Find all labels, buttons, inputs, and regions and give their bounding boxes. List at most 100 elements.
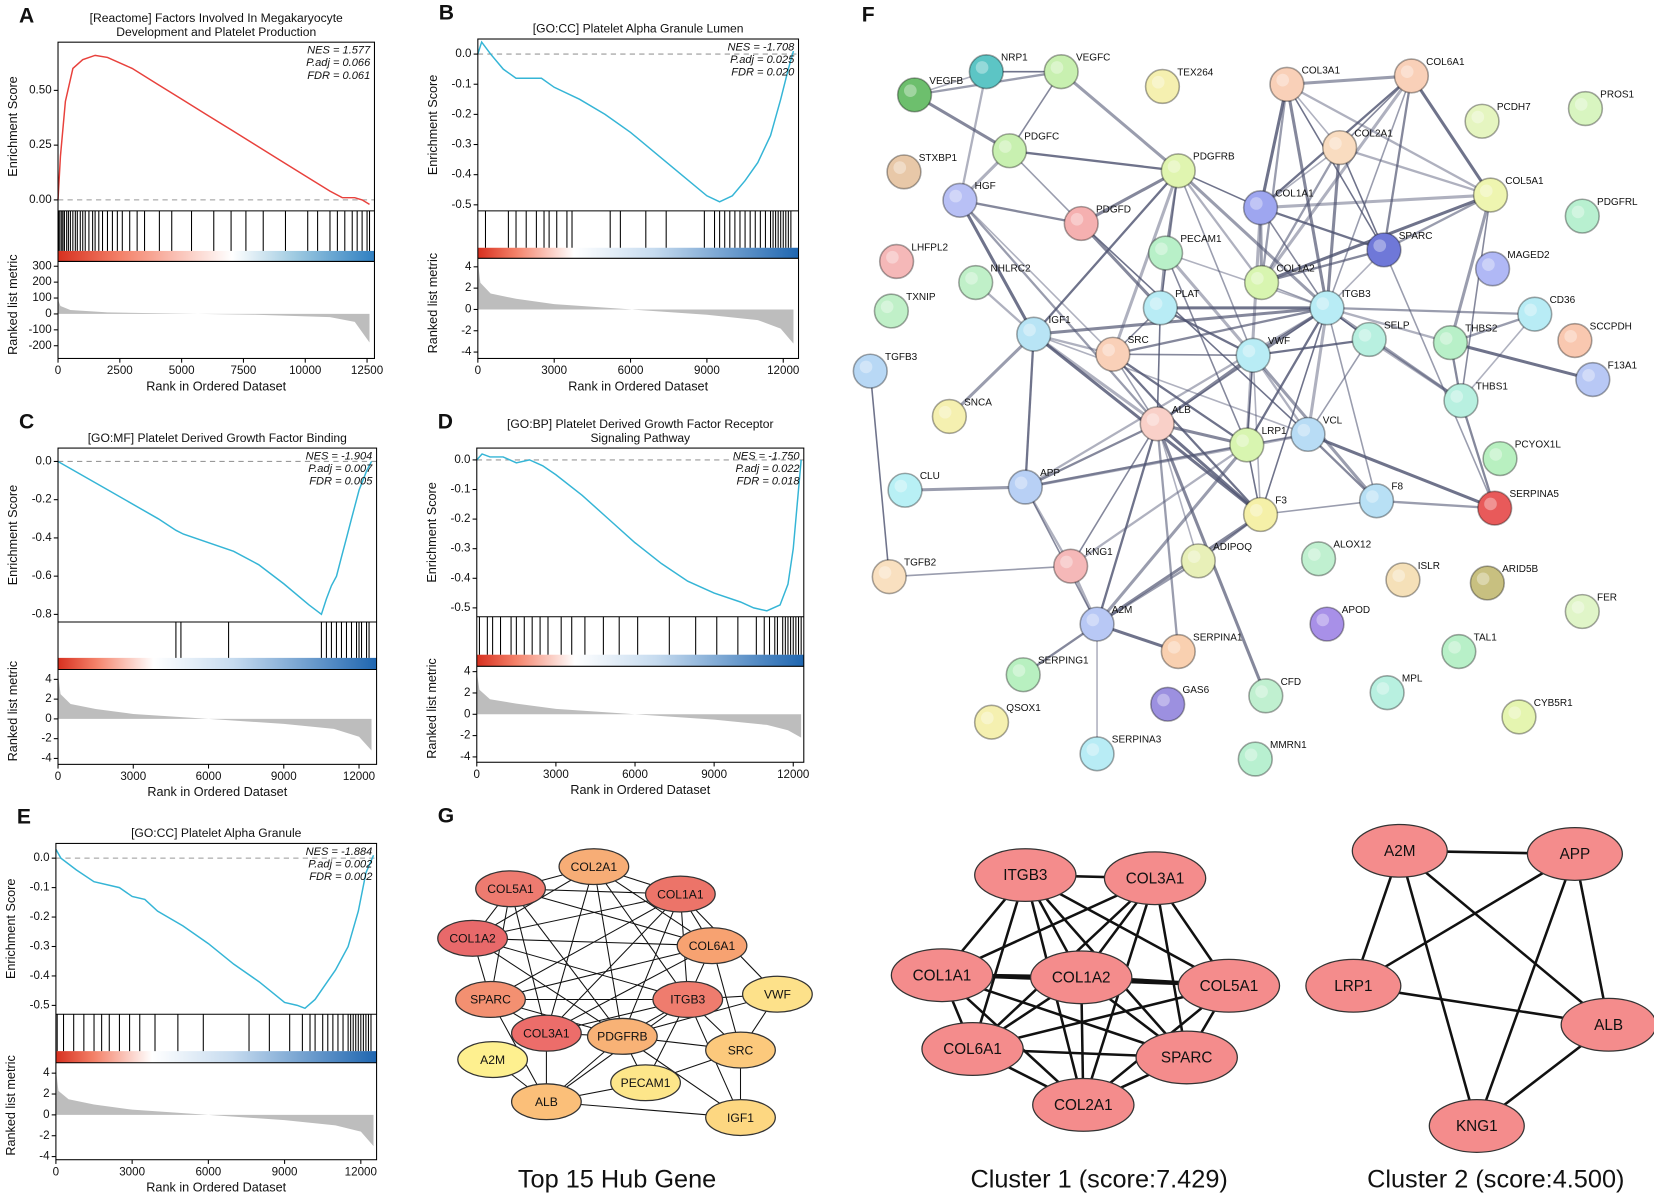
edge <box>1259 84 1289 209</box>
gene-label: SPARC <box>1161 1050 1213 1067</box>
edge <box>510 888 713 947</box>
node <box>1142 290 1179 326</box>
node-highlight <box>1249 503 1263 517</box>
node-highlight <box>1242 344 1256 358</box>
node <box>871 559 907 595</box>
node-highlight <box>1308 548 1321 561</box>
edge <box>1164 252 1248 446</box>
edge <box>545 866 595 1034</box>
edge <box>1095 443 1249 626</box>
node <box>1043 54 1079 90</box>
node <box>1005 657 1041 693</box>
node-highlight <box>949 189 963 203</box>
y-tick-label: -4 <box>39 1150 50 1163</box>
edge <box>1382 75 1413 251</box>
node <box>1300 541 1337 577</box>
y-tick-label: 0.25 <box>29 138 52 151</box>
node <box>958 264 994 301</box>
x-tick-label: 9000 <box>271 770 297 783</box>
node-label: PDGFD <box>1096 204 1131 215</box>
node-label: LHFPL2 <box>911 242 948 253</box>
gene-label: ITGB3 <box>1003 867 1047 884</box>
edge <box>1095 423 1159 625</box>
node-highlight <box>1574 98 1588 111</box>
gene-label: IGF1 <box>727 1111 754 1125</box>
es-curve <box>476 453 802 612</box>
edge <box>1307 339 1370 435</box>
gene-node <box>705 1098 776 1137</box>
node-label: SERPING1 <box>1038 656 1089 667</box>
gene-node <box>1103 851 1207 906</box>
metric-area <box>476 671 802 738</box>
node-label: HGF <box>975 181 996 192</box>
node-label: SPARC <box>1399 231 1433 242</box>
stat-text: P.adj = 0.022 <box>735 463 799 475</box>
node-highlight <box>1086 743 1100 756</box>
gene-node <box>1135 1030 1238 1085</box>
edge <box>1339 146 1491 197</box>
edge <box>1080 169 1179 225</box>
gene-label: VWF <box>764 987 791 1001</box>
edge <box>1573 853 1610 1026</box>
panel-title: [GO:BP] Platelet Derived Growth Factor R… <box>507 417 774 431</box>
edge <box>1326 75 1413 309</box>
y-tick-label: 0.00 <box>29 193 52 206</box>
y-tick-label: 4 <box>464 665 471 678</box>
edge <box>1260 84 1289 283</box>
stat-text: FDR = 0.005 <box>309 476 373 488</box>
edge <box>1177 170 1263 284</box>
node-label: ADIPOQ <box>1213 542 1252 553</box>
gene-label: APP <box>1560 846 1591 863</box>
node <box>1321 129 1358 166</box>
y-tick-label: -4 <box>460 750 471 763</box>
edge <box>1460 194 1492 401</box>
gene-label: COL1A1 <box>657 887 704 901</box>
plot-frame <box>476 447 805 763</box>
ppi-network: F VEGFB NRP1 VEGFC TEX264 COL3A1 COL6A1 PROS1 PC… <box>852 3 1638 777</box>
gene-node <box>1029 950 1133 1005</box>
y-tick-label: -0.5 <box>30 998 50 1011</box>
node-highlight <box>981 711 994 725</box>
node <box>1007 469 1043 505</box>
node <box>1079 736 1115 772</box>
edge <box>472 937 688 1000</box>
gene-node <box>455 980 526 1019</box>
node-label: IGF1 <box>1049 315 1072 326</box>
y-tick-label: -4 <box>461 345 472 358</box>
y-tick-label: 0 <box>45 307 51 320</box>
node-label: TGFB3 <box>885 352 918 363</box>
y-axis-label: Enrichment Score <box>6 485 20 585</box>
gene-label: COL1A2 <box>1052 969 1111 986</box>
node <box>1441 633 1477 670</box>
panel-title: [GO:CC] Platelet Alpha Granule <box>131 826 302 840</box>
node-label: ISLR <box>1418 561 1440 572</box>
node <box>1147 235 1184 271</box>
gene-node <box>705 1031 776 1069</box>
y-tick-label: 100 <box>32 291 51 304</box>
edge <box>1285 84 1329 309</box>
node-label: CYB5R1 <box>1534 698 1573 709</box>
es-curve <box>55 848 375 1010</box>
edge <box>1253 338 1370 357</box>
x-tick-label: 6000 <box>196 770 222 783</box>
node-label: GAS6 <box>1182 685 1209 696</box>
module-network: A2M APP LRP1 ALB KNG1 Cluster 2 (score:4.500) <box>1305 823 1654 1193</box>
y-axis-label: Enrichment Score <box>4 879 18 979</box>
node-label: APOD <box>1342 605 1370 616</box>
edge <box>869 371 891 577</box>
gene-label: COL6A1 <box>689 939 736 953</box>
node-label: PDGFRB <box>1193 152 1235 163</box>
edge <box>1156 423 1180 652</box>
node-label: TGFB2 <box>904 558 937 569</box>
edge <box>1156 423 1200 562</box>
panel-label: D <box>438 410 453 433</box>
edge <box>1460 313 1536 402</box>
gene-node <box>1032 1077 1135 1132</box>
heatmap <box>58 657 377 670</box>
stat-text: FDR = 0.002 <box>309 871 372 883</box>
gene-label: COL5A1 <box>487 882 534 896</box>
gene-node <box>1560 997 1654 1052</box>
node-highlight <box>998 140 1012 153</box>
node-highlight <box>938 405 952 419</box>
